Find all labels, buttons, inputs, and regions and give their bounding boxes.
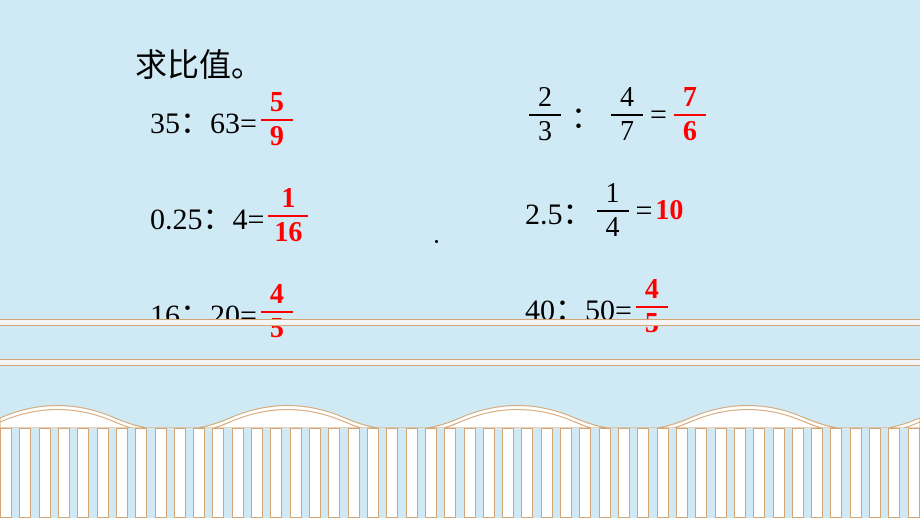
fence-picket <box>657 428 669 518</box>
fence-picket <box>792 428 804 518</box>
fence-picket <box>483 428 495 518</box>
expression: 16：20= 4 5 <box>150 279 297 345</box>
expression: 2 3 ： 4 7 = 7 6 <box>525 82 710 148</box>
fence-picket <box>850 428 862 518</box>
fence-picket <box>212 428 224 518</box>
fence-picket <box>618 428 630 518</box>
fence-picket <box>270 428 282 518</box>
answer-fraction: 4 5 <box>636 274 668 340</box>
fence-picket <box>367 428 379 518</box>
colon: ： <box>571 93 601 137</box>
fence-picket <box>676 428 688 518</box>
problem-row: 40：50= 4 5 <box>525 272 710 342</box>
answer-fraction: 1 16 <box>268 183 308 249</box>
equals: = <box>650 98 667 132</box>
fence-rail <box>0 359 920 366</box>
answer-fraction: 5 9 <box>261 87 293 153</box>
fence-picket <box>869 428 881 518</box>
expression: 35：63= 5 9 <box>150 87 297 153</box>
fence-picket <box>541 428 553 518</box>
fence-picket <box>135 428 147 518</box>
content-area: 求比值。 35：63= 5 9 0.25：4= 1 16 <box>0 0 920 410</box>
fence-picket <box>19 428 31 518</box>
decorative-dot <box>435 240 438 243</box>
fence-picket <box>39 428 51 518</box>
problem-row: 16：20= 4 5 <box>150 277 312 347</box>
page-title: 求比值。 <box>135 40 263 86</box>
fence-picket <box>811 428 823 518</box>
answer-fraction: 7 6 <box>674 82 706 148</box>
fence-picket <box>348 428 360 518</box>
fence-picket <box>830 428 842 518</box>
expression: 0.25：4= 1 16 <box>150 183 312 249</box>
fence-picket <box>444 428 456 518</box>
problem-row: 2.5： 1 4 = 10 <box>525 176 710 246</box>
fence-pickets <box>0 408 920 518</box>
fence-picket <box>599 428 611 518</box>
expression: 2.5： 1 4 = 10 <box>525 178 683 244</box>
fence-picket <box>888 428 900 518</box>
answer-fraction: 4 5 <box>261 279 293 345</box>
answer-integer: 10 <box>655 195 683 227</box>
fence-picket <box>0 428 12 518</box>
fence-picket <box>715 428 727 518</box>
fence-picket <box>695 428 707 518</box>
problem-row: 0.25：4= 1 16 <box>150 181 312 251</box>
fence-picket <box>309 428 321 518</box>
fence-picket <box>521 428 533 518</box>
fence-picket <box>773 428 785 518</box>
problem-row: 35：63= 5 9 <box>150 85 312 155</box>
left-column: 35：63= 5 9 0.25：4= 1 16 16：2 <box>150 85 312 373</box>
fence-picket <box>406 428 418 518</box>
lhs: 16：20= <box>150 290 257 334</box>
equals: = <box>636 194 653 228</box>
fraction: 4 7 <box>611 82 643 148</box>
fence-picket <box>560 428 572 518</box>
fence-picket <box>637 428 649 518</box>
fence-picket <box>425 428 437 518</box>
fence-picket <box>232 428 244 518</box>
fence-picket <box>290 428 302 518</box>
fence-picket <box>155 428 167 518</box>
fraction: 1 4 <box>597 178 629 244</box>
fence-picket <box>734 428 746 518</box>
fence-picket <box>464 428 476 518</box>
fence-picket <box>97 428 109 518</box>
fence-picket <box>77 428 89 518</box>
fence-picket <box>174 428 186 518</box>
fence-picket <box>328 428 340 518</box>
problem-row: 2 3 ： 4 7 = 7 6 <box>525 80 710 150</box>
fence-picket <box>251 428 263 518</box>
fence-picket <box>579 428 591 518</box>
fence-picket <box>753 428 765 518</box>
fence-picket <box>386 428 398 518</box>
fence-decoration <box>0 388 920 518</box>
fence-rail <box>0 319 920 326</box>
fence-picket <box>193 428 205 518</box>
expression: 40：50= 4 5 <box>525 274 672 340</box>
fraction: 2 3 <box>529 82 561 148</box>
lhs: 35：63= <box>150 98 257 142</box>
fence-picket <box>908 428 920 518</box>
lhs-prefix: 2.5： <box>525 189 593 233</box>
lhs: 0.25：4= <box>150 194 264 238</box>
fence-picket <box>502 428 514 518</box>
fence-picket <box>58 428 70 518</box>
fence-picket <box>116 428 128 518</box>
